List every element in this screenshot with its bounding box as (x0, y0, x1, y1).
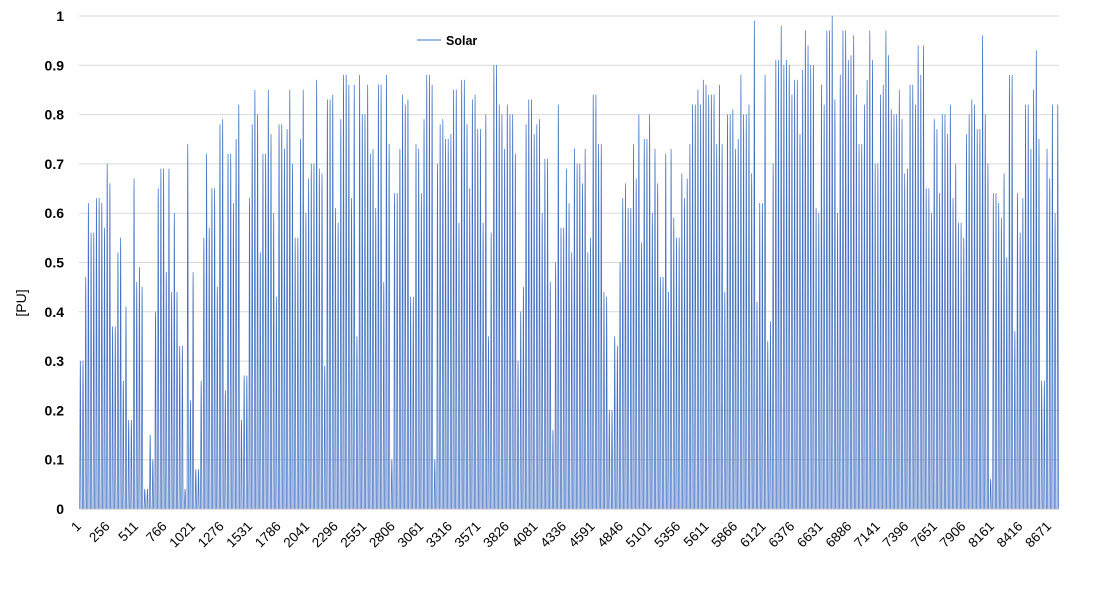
x-tick-label: 1276 (195, 519, 227, 551)
x-tick-labels: 1 256 511 766102112761531178620412296255128… (68, 519, 1054, 551)
x-tick-label: 1 (68, 519, 84, 535)
x-tick-label: 5101 (623, 519, 655, 551)
x-tick-label: 3061 (395, 519, 427, 551)
x-tick-label: 3316 (423, 519, 455, 551)
x-tick-label: 1021 (166, 519, 198, 551)
y-tick-labels: 0 0.1 0.2 0.3 0.4 0.5 0.6 0.7 0.8 0.9 1 (45, 8, 65, 517)
x-tick-label: 511 (115, 519, 141, 545)
x-tick-label: 6376 (766, 519, 798, 551)
legend[interactable]: Solar (417, 34, 477, 48)
x-tick-label: 7396 (880, 519, 912, 551)
y-tick-label: 0.5 (45, 255, 65, 271)
y-tick-label: 0.3 (45, 353, 65, 369)
x-tick-label: 4336 (537, 519, 569, 551)
x-tick-label: 2296 (309, 519, 341, 551)
y-axis-title: [PU] (13, 289, 29, 316)
x-tick-label: 5356 (651, 519, 683, 551)
x-tick-label: 4846 (594, 519, 626, 551)
x-tick-label: 7651 (908, 519, 940, 551)
x-tick-label: 6886 (823, 519, 855, 551)
y-tick-label: 0.4 (45, 304, 65, 320)
x-tick-label: 3826 (480, 519, 512, 551)
x-tick-label: 766 (143, 519, 170, 546)
y-tick-label: 0.9 (45, 57, 65, 73)
x-tick-label: 256 (86, 519, 113, 546)
x-tick-label: 1531 (223, 519, 255, 551)
x-tick-label: 6631 (794, 519, 826, 551)
y-tick-label: 0.1 (45, 452, 65, 468)
x-tick-label: 8671 (1022, 519, 1054, 551)
x-tick-label: 7141 (851, 519, 883, 551)
x-tick-label: 5611 (681, 519, 712, 550)
x-tick-label: 2041 (281, 519, 313, 551)
y-tick-label: 0.6 (45, 205, 65, 221)
y-tick-label: 0.8 (45, 107, 65, 123)
x-tick-label: 3571 (452, 519, 484, 551)
x-tick-label: 4081 (509, 519, 541, 551)
x-tick-label: 8161 (965, 519, 997, 551)
x-tick-label: 7906 (937, 519, 969, 551)
x-tick-label: 1786 (252, 519, 284, 551)
y-tick-label: 0 (56, 501, 64, 517)
y-tick-label: 1 (56, 8, 64, 24)
legend-label-solar: Solar (446, 34, 477, 48)
x-tick-label: 4591 (566, 519, 598, 551)
x-tick-label: 6121 (737, 519, 769, 551)
x-tick-label: 2551 (338, 519, 370, 551)
x-tick-label: 8416 (994, 519, 1026, 551)
y-tick-label: 0.7 (45, 156, 65, 172)
x-tick-label: 2806 (366, 519, 398, 551)
y-tick-label: 0.2 (45, 402, 65, 418)
x-tick-label: 5866 (708, 519, 740, 551)
